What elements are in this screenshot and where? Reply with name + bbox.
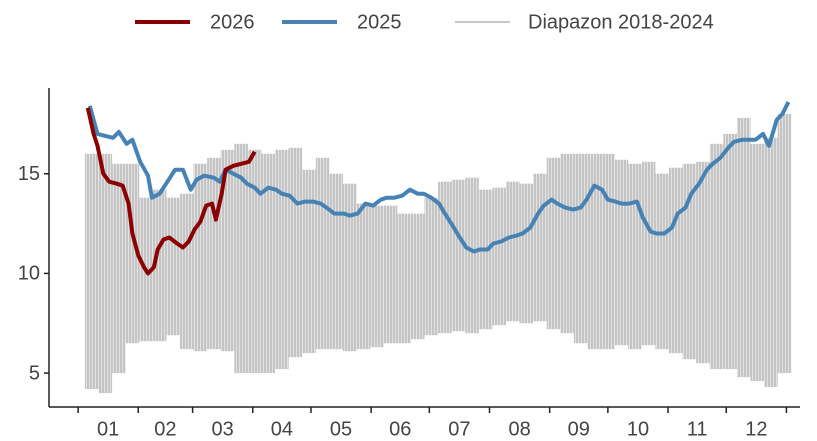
range-bar [614, 159, 629, 346]
range-bar [84, 153, 99, 390]
range-bar [302, 169, 316, 354]
range-bar [410, 213, 425, 340]
range-bar [546, 157, 561, 330]
x-tick-label: 06 [389, 418, 411, 440]
range-bar [723, 133, 737, 370]
range-bar [601, 153, 615, 350]
range-bar [98, 153, 113, 394]
range-bar [533, 173, 547, 322]
axis-layer: 5 10 15 01 02 03 04 05 06 07 08 09 10 11 12 [18, 88, 800, 440]
range-bar [275, 149, 289, 370]
x-tick-label: 05 [330, 418, 352, 440]
range-bar [193, 163, 208, 352]
range-bar [669, 167, 683, 354]
range-bar [478, 189, 493, 330]
range-bar [655, 173, 670, 350]
x-tick-label: 12 [745, 418, 767, 440]
range-bar [342, 183, 357, 352]
range-bar [573, 153, 588, 344]
y-tick-label: 5 [29, 362, 40, 384]
range-bar [682, 163, 697, 360]
range-bar [709, 143, 724, 370]
range-bar [383, 205, 398, 344]
range-bar [179, 193, 194, 350]
range-bar [519, 183, 534, 324]
range-bar [234, 143, 248, 374]
range-bar [424, 197, 439, 336]
range-bar [506, 181, 520, 322]
range-bar [247, 149, 262, 374]
range-bar [397, 213, 411, 344]
legend-label: 2026 [210, 11, 255, 33]
range-bar [152, 189, 167, 342]
range-bar [465, 177, 479, 334]
legend-label: 2025 [357, 11, 402, 33]
range-bar [736, 117, 751, 378]
range-bar [166, 197, 180, 336]
series-line [87, 101, 791, 254]
x-tick-label: 09 [568, 418, 590, 440]
legend: 2026 2025 Diapazon 2018-2024 [135, 11, 714, 33]
range-bar [492, 187, 507, 326]
series-line [85, 107, 257, 276]
x-tick-label: 07 [448, 418, 470, 440]
line-layer [85, 101, 791, 276]
range-bar [696, 161, 710, 364]
range-bar [220, 149, 235, 352]
x-tick-label: 04 [271, 418, 293, 440]
range-bar [750, 143, 765, 382]
y-tick-label: 10 [18, 263, 40, 285]
range-bar [451, 179, 466, 332]
legend-label: Diapazon 2018-2024 [528, 11, 714, 33]
range-bar [777, 113, 792, 374]
range-bar [587, 153, 602, 350]
range-bar [370, 205, 384, 348]
range-bar [628, 163, 642, 350]
x-tick-label: 02 [154, 418, 176, 440]
range-bar [261, 153, 276, 374]
range-bar [315, 157, 330, 350]
range-bar [288, 147, 303, 358]
range-bar [641, 161, 656, 346]
range-bar [356, 203, 371, 350]
band-layer [84, 113, 792, 394]
x-tick-label: 08 [508, 418, 530, 440]
x-tick-label: 10 [627, 418, 649, 440]
range-bar [112, 163, 126, 374]
x-tick-label: 01 [97, 418, 119, 440]
range-bar [207, 157, 221, 350]
x-tick-label: 03 [212, 418, 234, 440]
range-bar [764, 137, 778, 388]
x-tick-label: 11 [687, 418, 708, 440]
range-bar [329, 173, 343, 350]
range-bar [560, 153, 574, 334]
y-tick-label: 15 [18, 163, 40, 185]
